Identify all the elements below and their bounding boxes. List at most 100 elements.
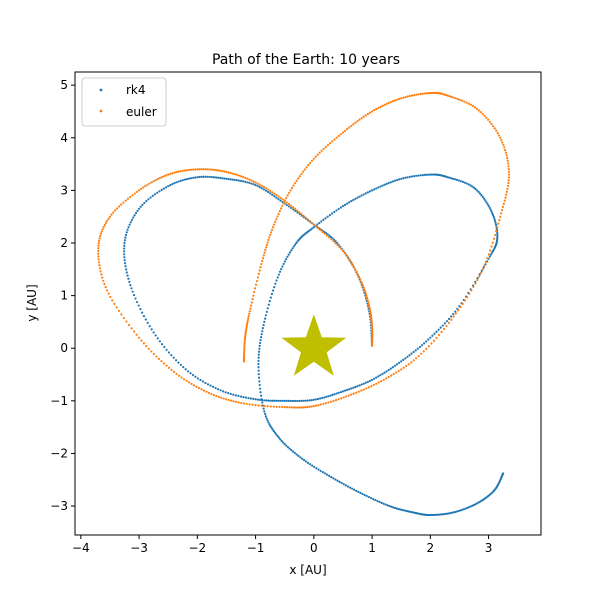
data-point (319, 469, 322, 472)
data-point (491, 241, 494, 244)
data-point (115, 207, 119, 210)
data-point (378, 500, 381, 504)
data-point (490, 245, 493, 248)
data-point (432, 339, 436, 342)
x-tick-label: −4 (72, 541, 90, 555)
data-point (463, 299, 467, 302)
data-point (172, 370, 176, 373)
data-point (334, 242, 337, 245)
x-tick-label: 0 (310, 541, 318, 555)
data-point (165, 364, 168, 367)
data-point (477, 190, 480, 194)
data-point (254, 184, 257, 187)
data-point (271, 193, 274, 196)
data-point (494, 223, 498, 226)
data-point (419, 92, 422, 96)
data-point (287, 399, 290, 402)
data-point (254, 404, 257, 407)
data-point (266, 405, 269, 408)
data-point (360, 389, 363, 392)
data-point (350, 200, 353, 203)
data-point (256, 276, 259, 279)
data-point (214, 386, 217, 390)
data-point (152, 331, 155, 334)
data-point (263, 404, 266, 408)
data-point (456, 97, 459, 101)
data-point (252, 397, 255, 400)
data-point (326, 143, 330, 147)
data-point (440, 330, 443, 334)
data-point (223, 177, 226, 180)
data-point (362, 382, 365, 385)
data-point (325, 395, 328, 398)
data-point (453, 178, 457, 181)
data-point (479, 271, 483, 274)
data-point (141, 203, 144, 206)
data-point (125, 320, 128, 323)
data-point (379, 374, 382, 377)
data-point (267, 303, 270, 306)
data-point (430, 173, 434, 176)
data-point (306, 405, 309, 409)
data-point (452, 315, 455, 318)
data-point (243, 350, 246, 353)
data-point (219, 169, 222, 172)
data-point (181, 179, 184, 182)
data-point (123, 241, 126, 245)
data-point (320, 220, 323, 223)
data-point (173, 171, 176, 174)
data-point (294, 209, 297, 213)
data-point (243, 340, 246, 343)
data-point (137, 189, 141, 192)
data-point (134, 211, 138, 215)
data-point (386, 504, 389, 507)
data-point (123, 256, 126, 259)
data-point (345, 253, 348, 257)
data-point (406, 95, 409, 98)
data-point (287, 205, 291, 208)
data-point (413, 175, 416, 178)
data-point (500, 139, 503, 142)
data-point (254, 283, 258, 286)
data-point (410, 175, 414, 178)
data-point (484, 260, 488, 264)
data-point (292, 245, 295, 248)
data-point (177, 170, 180, 173)
data-point (490, 210, 493, 213)
data-point (425, 340, 428, 343)
data-point (254, 181, 257, 184)
data-point (311, 464, 314, 467)
data-point (254, 398, 257, 401)
data-point (367, 303, 370, 306)
data-point (466, 296, 469, 299)
data-point (281, 399, 284, 402)
data-point (327, 395, 330, 398)
data-point (480, 194, 483, 197)
data-point (343, 129, 347, 132)
data-point (271, 191, 274, 194)
data-point (298, 211, 301, 214)
data-point (390, 505, 393, 508)
data-point (350, 387, 353, 390)
data-point (313, 465, 316, 469)
data-point (321, 471, 324, 474)
data-point (225, 170, 228, 174)
data-point (269, 231, 273, 234)
x-tick-label: −3 (130, 541, 148, 555)
data-point (414, 349, 417, 352)
data-point (156, 177, 159, 181)
data-point (452, 312, 455, 316)
data-point (139, 307, 142, 311)
data-point (375, 376, 378, 379)
data-point (336, 241, 339, 245)
data-point (232, 400, 235, 403)
data-point (270, 228, 274, 231)
data-point (285, 201, 288, 204)
data-point (189, 168, 193, 171)
data-point (448, 95, 451, 98)
data-point (310, 221, 313, 224)
data-point (489, 249, 492, 252)
data-point (298, 212, 301, 216)
data-point (190, 382, 193, 385)
data-point (488, 206, 491, 209)
